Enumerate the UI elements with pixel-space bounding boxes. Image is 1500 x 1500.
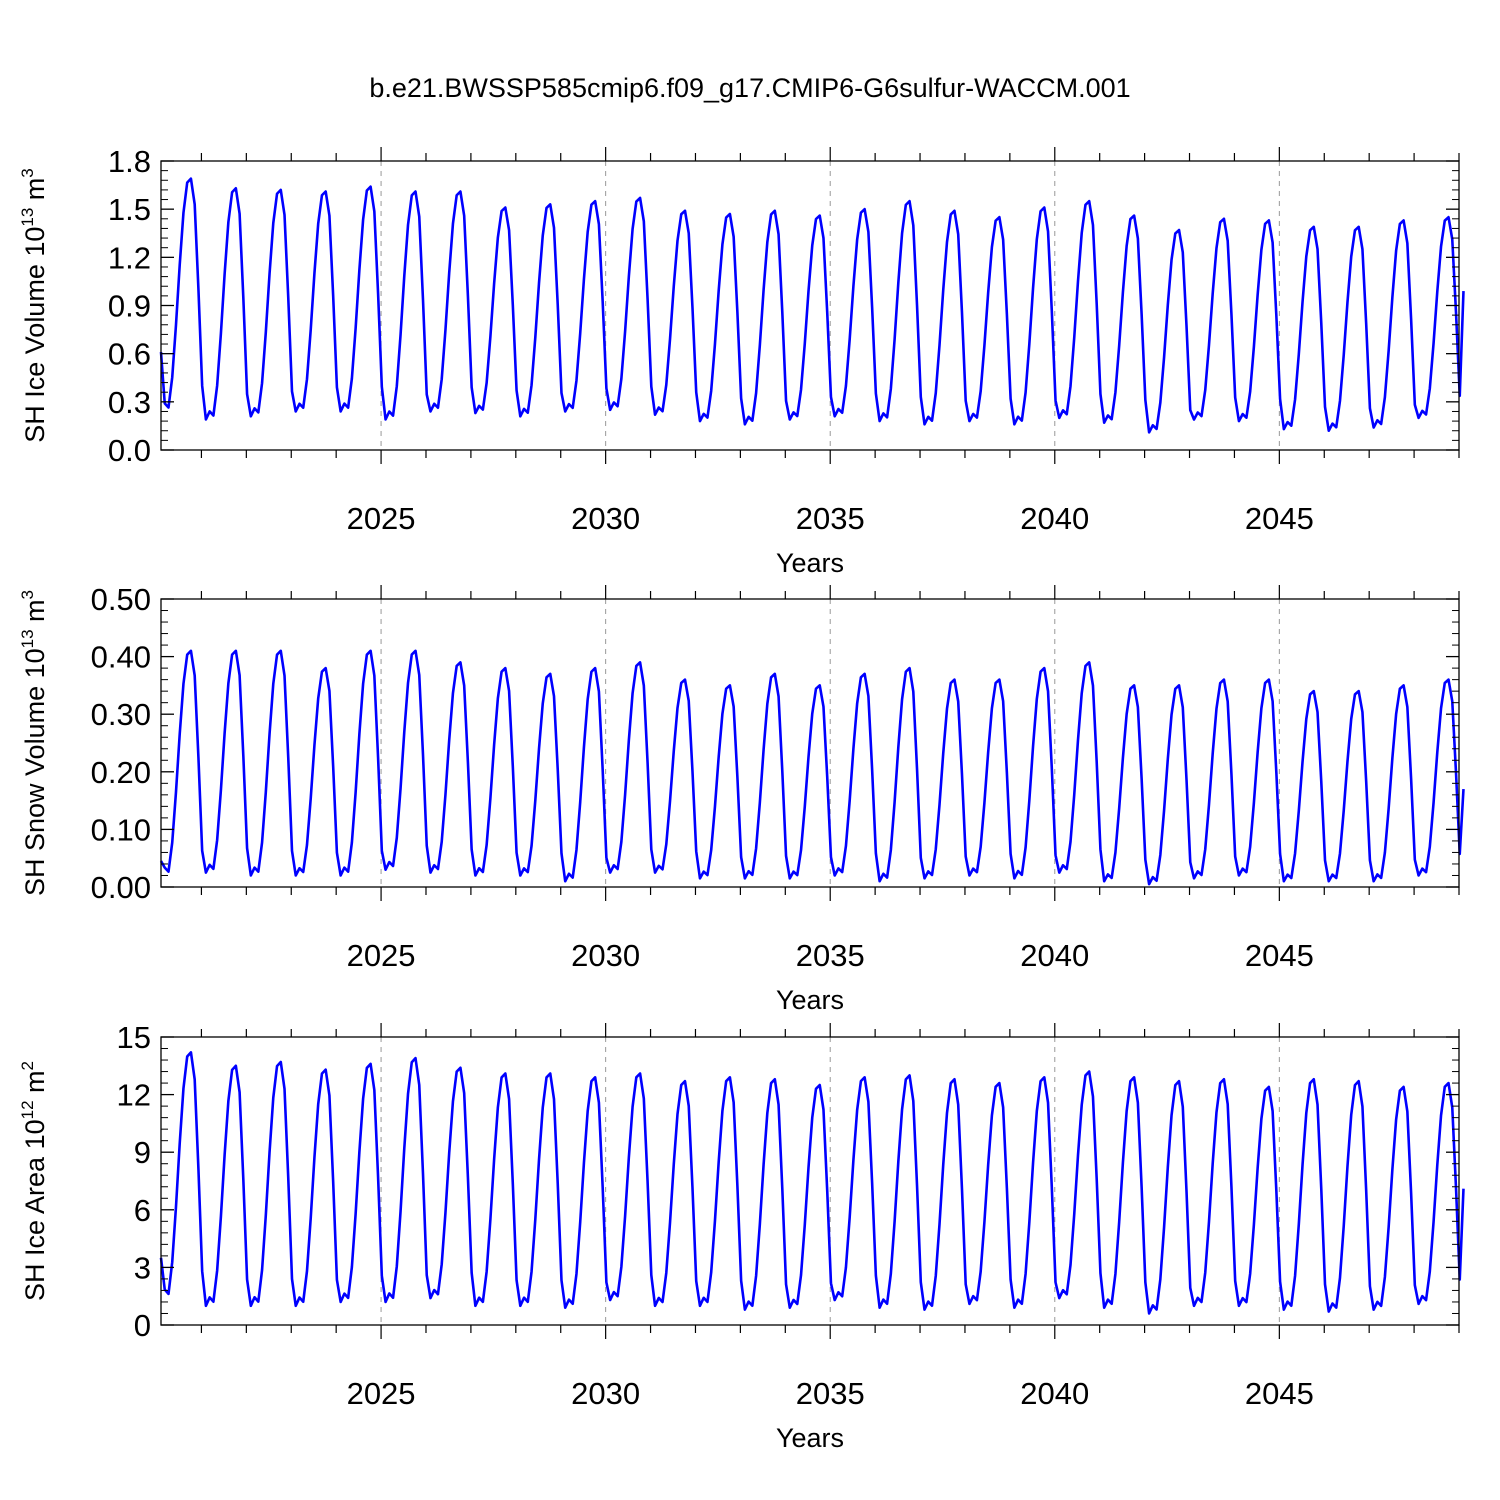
- x-tick-label: 2030: [571, 501, 640, 536]
- plot-frame: [160, 598, 1460, 888]
- plot-frame: [160, 1036, 1460, 1326]
- x-tick-label: 2040: [1020, 501, 1089, 536]
- y-axis-label-superscript: 13: [18, 208, 37, 227]
- x-axis-label: Years: [776, 548, 844, 578]
- y-tick-label: 0.50: [91, 582, 151, 617]
- y-axis-label-superscript: 12: [18, 1100, 37, 1119]
- x-tick-label: 2045: [1245, 938, 1314, 973]
- chart-panel-1: 0.0 0.3 0.6 0.9 1.2 1.5 1.8 2025 2030 2035 2040 204…: [18, 144, 1465, 578]
- chart-title: b.e21.BWSSP585cmip6.f09_g17.CMIP6-G6sulf…: [369, 73, 1130, 103]
- y-axis-label: SH Ice Volume 1013 m3: [18, 168, 50, 443]
- x-tick-label: 2030: [571, 938, 640, 973]
- plot-frame: [160, 160, 1460, 451]
- y-tick-label: 1.5: [108, 192, 151, 227]
- x-tick-label: 2045: [1245, 501, 1314, 536]
- y-tick-label: 0.10: [91, 812, 151, 847]
- y-axis-label-superscript: 3: [18, 590, 37, 599]
- y-tick-label: 0: [134, 1308, 151, 1343]
- x-tick-label: 2040: [1020, 938, 1089, 973]
- y-tick-label: 0.20: [91, 755, 151, 790]
- x-tick-label: 2035: [796, 938, 865, 973]
- y-axis-label-part: SH Snow Volume 10: [20, 648, 50, 896]
- y-tick-label: 12: [117, 1078, 151, 1113]
- y-axis-label-superscript: 2: [18, 1061, 37, 1070]
- y-axis-label-part: SH Ice Volume 10: [20, 227, 50, 443]
- y-axis-label-part: SH Ice Area 10: [20, 1119, 50, 1301]
- x-tick-label: 2025: [347, 938, 416, 973]
- data-series-line: [159, 649, 1465, 886]
- y-tick-label: 0.3: [108, 385, 151, 420]
- y-tick-label: 3: [134, 1250, 151, 1285]
- y-axis-label-part: m: [20, 1070, 50, 1100]
- y-tick-label: 0.9: [108, 289, 151, 324]
- y-axis-label-superscript: 3: [18, 168, 37, 177]
- x-axis-label: Years: [776, 985, 844, 1015]
- data-series-line: [159, 1051, 1465, 1315]
- y-tick-label: 0.6: [108, 337, 151, 372]
- y-tick-label: 15: [117, 1020, 151, 1055]
- y-tick-label: 6: [134, 1193, 151, 1228]
- x-tick-label: 2025: [347, 1376, 416, 1411]
- y-tick-label: 0.40: [91, 640, 151, 675]
- x-tick-label: 2035: [796, 1376, 865, 1411]
- y-tick-label: 0.30: [91, 697, 151, 732]
- y-tick-label: 1.8: [108, 144, 151, 179]
- x-tick-label: 2030: [571, 1376, 640, 1411]
- y-tick-label: 1.2: [108, 240, 151, 275]
- x-tick-label: 2045: [1245, 1376, 1314, 1411]
- y-axis-label-part: m: [20, 178, 50, 208]
- y-tick-label: 9: [134, 1135, 151, 1170]
- y-tick-label: 0.0: [108, 433, 151, 468]
- y-axis-label: SH Snow Volume 1013 m3: [18, 590, 50, 896]
- chart-panel-3: 0 3 6 9 12 15 2025 2030 2035 2040 2045 Years SH Ice …: [18, 1020, 1465, 1453]
- x-tick-label: 2025: [347, 501, 416, 536]
- y-tick-label: 0.00: [91, 870, 151, 905]
- x-tick-label: 2035: [796, 501, 865, 536]
- data-series-line: [159, 177, 1465, 434]
- x-axis-label: Years: [776, 1423, 844, 1453]
- chart-panel-2: 0.00 0.10 0.20 0.30 0.40 0.50 2025 2030 2035 2040…: [18, 582, 1465, 1015]
- y-axis-label: SH Ice Area 1012 m2: [18, 1061, 50, 1301]
- y-axis-label-superscript: 13: [18, 629, 37, 648]
- y-axis-label-part: m: [20, 599, 50, 629]
- x-tick-label: 2040: [1020, 1376, 1089, 1411]
